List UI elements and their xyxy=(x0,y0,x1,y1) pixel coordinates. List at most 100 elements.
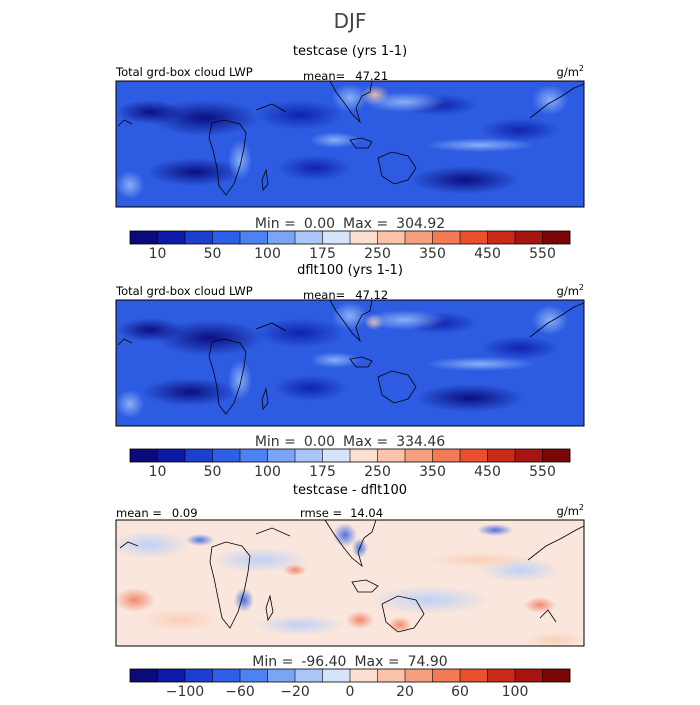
panel-3-units: g/m2 xyxy=(557,503,584,518)
colorbar-1-swatch xyxy=(460,231,488,244)
panel-2-max-value: 334.46 xyxy=(396,434,445,450)
panel-3-min-value: -96.40 xyxy=(301,654,346,670)
colorbar-1-swatch xyxy=(322,231,351,244)
panel-3-max-label: Max = xyxy=(354,654,399,670)
panel-2-title: dflt100 (yrs 1-1) xyxy=(297,263,403,278)
panel-3-coastlines xyxy=(119,519,585,633)
colorbar-1-swatch xyxy=(350,231,378,244)
colorbar-3-tick-label: −60 xyxy=(225,684,255,700)
colorbar-1-tick-label: 550 xyxy=(529,246,556,262)
colorbar-1-swatch xyxy=(240,231,268,244)
colorbar-2-swatch xyxy=(185,449,213,462)
colorbar-2-swatch xyxy=(405,449,433,462)
colorbar-3-swatch xyxy=(295,669,323,682)
colorbar-1-swatch xyxy=(130,231,158,244)
panel-2-mean-value: 47.12 xyxy=(355,288,388,302)
panel-3-mean-label: mean = xyxy=(116,506,162,520)
colorbar-2-swatch xyxy=(240,449,268,462)
colorbar-3-swatch xyxy=(212,669,241,682)
colorbar-1-tick-label: 10 xyxy=(149,246,167,262)
colorbar-3-swatch xyxy=(487,669,516,682)
colorbar-2-swatch xyxy=(487,449,516,462)
panel-2-map xyxy=(115,299,585,427)
colorbar-3-tick-label: −100 xyxy=(166,684,204,700)
colorbar-1-swatch xyxy=(487,231,516,244)
colorbar-1-swatch xyxy=(295,231,323,244)
panel-3-mean: mean = 0.09 xyxy=(116,506,198,520)
colorbar-2-tick-label: 50 xyxy=(204,464,222,480)
colorbar-3-swatch xyxy=(405,669,433,682)
panel-2-min-label: Min = xyxy=(255,434,296,450)
panel-1-max-value: 304.92 xyxy=(396,216,445,232)
colorbar-1-swatch xyxy=(267,231,296,244)
colorbar-1-swatch xyxy=(377,231,406,244)
panel-2-max-label: Max = xyxy=(343,434,388,450)
panel-1-min-value: 0.00 xyxy=(304,216,335,232)
colorbar-2-tick-label: 100 xyxy=(254,464,281,480)
panel-1-minmax: Min = 0.00 Max = 304.92 xyxy=(255,216,445,232)
colorbar-3-frame xyxy=(129,668,571,683)
panel-1-min-label: Min = xyxy=(255,216,296,232)
colorbar-2-frame xyxy=(129,448,571,463)
panel-1-coastlines xyxy=(117,80,585,196)
colorbar-3-swatch xyxy=(432,669,461,682)
colorbar-2-tick-label: 450 xyxy=(474,464,501,480)
colorbar-1-tick-label: 100 xyxy=(254,246,281,262)
colorbar-1-swatch xyxy=(157,231,186,244)
colorbar-2-tick-label: 10 xyxy=(149,464,167,480)
panel-3-mean-value: 0.09 xyxy=(172,506,198,520)
panel-2-mean: mean= 47.12 xyxy=(303,288,388,302)
panel-2: dflt100 (yrs 1-1) Total grd-box cloud LW… xyxy=(115,263,585,480)
colorbar-1-tick-label: 350 xyxy=(419,246,446,262)
colorbar-2-swatch xyxy=(130,449,158,462)
colorbar-3-swatch xyxy=(377,669,406,682)
panel-1-colorbar: 10 50 100 175 250 350 450 550 xyxy=(129,230,571,262)
colorbar-1-tick-label: 250 xyxy=(364,246,391,262)
colorbar-3-tick-label: 0 xyxy=(346,684,355,700)
panel-1-variable: Total grd-box cloud LWP xyxy=(115,65,253,79)
colorbar-1-swatch xyxy=(515,231,543,244)
colorbar-2-swatch xyxy=(322,449,351,462)
panel-1-mean-label: mean= xyxy=(303,69,345,83)
panel-3: testcase - dflt100 mean = 0.09 rmse = 14.0… xyxy=(110,483,585,700)
panel-2-mean-label: mean= xyxy=(303,288,345,302)
colorbar-3-swatch xyxy=(350,669,378,682)
colorbar-2-tick-label: 550 xyxy=(529,464,556,480)
colorbar-2-swatch xyxy=(212,449,241,462)
panel-3-rmse-label: rmse = xyxy=(300,506,342,520)
panel-2-frame xyxy=(115,299,585,427)
colorbar-1-swatch xyxy=(185,231,213,244)
colorbar-1-frame xyxy=(129,230,571,245)
colorbar-3-swatch xyxy=(240,669,268,682)
colorbar-3-tick-label: 20 xyxy=(396,684,414,700)
colorbar-3-swatch xyxy=(130,669,158,682)
colorbar-3-swatch xyxy=(542,669,571,682)
panel-3-frame xyxy=(115,519,585,647)
colorbar-3-tick-label: 60 xyxy=(451,684,469,700)
panel-3-map xyxy=(110,519,585,648)
panel-2-variable: Total grd-box cloud LWP xyxy=(115,284,253,298)
panel-3-min-label: Min = xyxy=(252,654,293,670)
colorbar-2-swatch xyxy=(460,449,488,462)
panel-2-colorbar: 10 50 100 175 250 350 450 550 xyxy=(129,448,571,480)
colorbar-2-swatch xyxy=(267,449,296,462)
panel-3-minmax: Min = -96.40 Max = 74.90 xyxy=(252,654,447,670)
panel-2-coastlines xyxy=(117,299,585,415)
panel-1-max-label: Max = xyxy=(343,216,388,232)
colorbar-2-tick-label: 350 xyxy=(419,464,446,480)
colorbar-3-tick-label: −20 xyxy=(280,684,310,700)
panel-3-rmse: rmse = 14.04 xyxy=(300,506,383,520)
colorbar-1-tick-label: 175 xyxy=(309,246,336,262)
panel-1-mean-value: 47.21 xyxy=(355,69,388,83)
colorbar-2-swatch xyxy=(515,449,543,462)
colorbar-3-swatch xyxy=(460,669,488,682)
colorbar-3-swatch xyxy=(267,669,296,682)
colorbar-1-swatch xyxy=(405,231,433,244)
colorbar-3-swatch xyxy=(185,669,213,682)
colorbar-2-swatch xyxy=(157,449,186,462)
colorbar-2-swatch xyxy=(377,449,406,462)
panel-1: testcase (yrs 1-1) Total grd-box cloud L… xyxy=(115,44,585,262)
colorbar-1-swatch xyxy=(212,231,241,244)
panel-3-title: testcase - dflt100 xyxy=(293,483,407,498)
